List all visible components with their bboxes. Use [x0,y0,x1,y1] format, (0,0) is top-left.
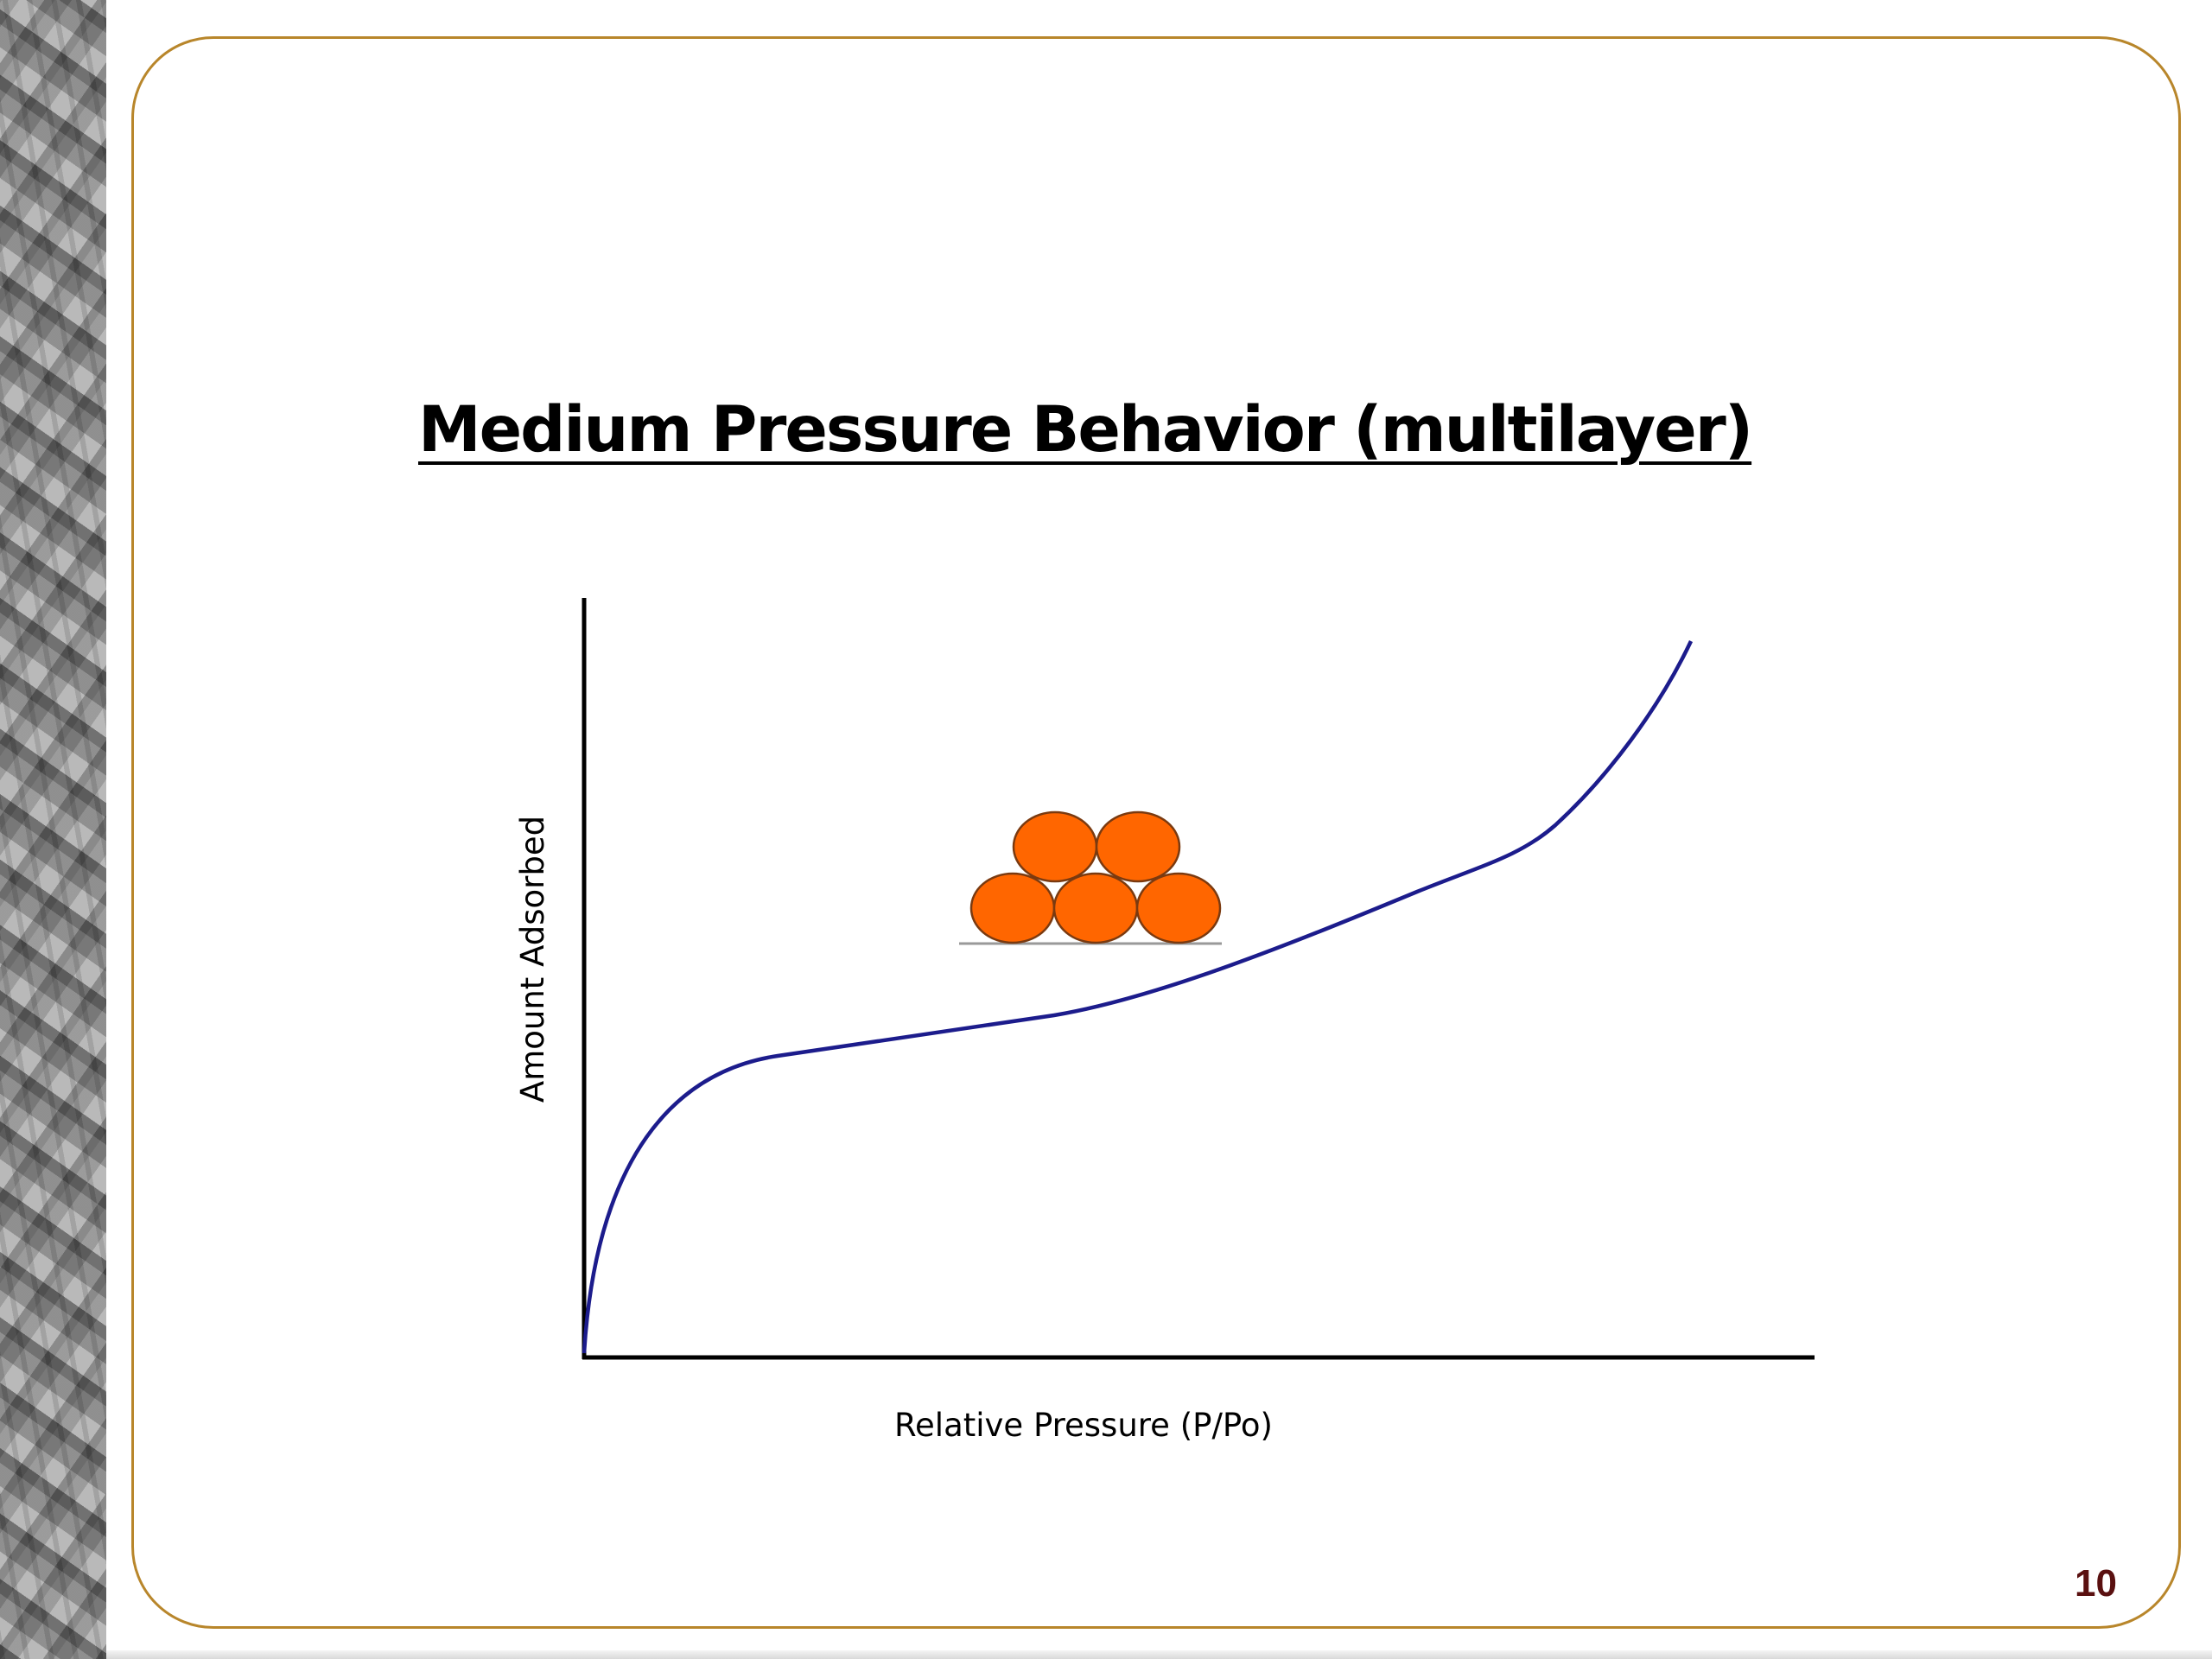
molecule-bottom-center [1052,872,1139,944]
x-axis-label: Relative Pressure (P/Po) [893,1407,1273,1444]
molecule-bottom-left [969,872,1056,944]
y-axis-label: Amount Adsorbed [514,815,551,1103]
isotherm-curve [582,640,1694,1354]
molecule-top-right [1095,810,1181,883]
decorative-side-strip [0,0,106,1659]
molecule-top-left [1012,810,1098,883]
page-number: 10 [2075,1562,2117,1605]
molecule-bottom-right [1135,872,1222,944]
slide-title: Medium Pressure Behavior (multilayer) [418,393,1753,467]
bottom-shadow [106,1650,2212,1659]
multilayer-molecules [969,810,1222,944]
